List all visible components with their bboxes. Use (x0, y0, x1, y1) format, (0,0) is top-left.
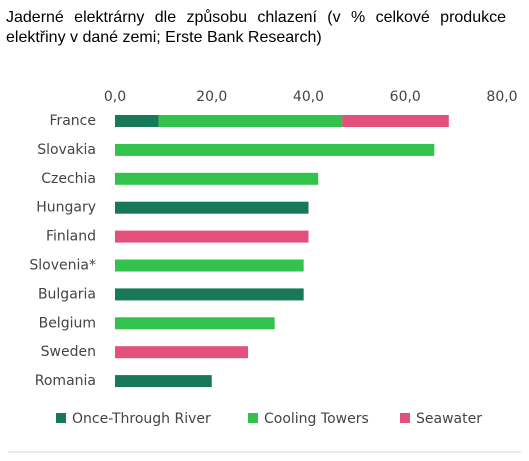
legend-label: Cooling Towers (264, 411, 369, 427)
bar (115, 375, 212, 388)
x-tick-label: 60,0 (390, 89, 421, 105)
x-tick-label: 20,0 (196, 89, 227, 105)
y-tick-label: Bulgaria (38, 286, 96, 302)
bar (115, 259, 304, 272)
chart-title: Jaderné elektrárny dle způsobu chlazení … (6, 9, 506, 46)
y-tick-label: France (49, 113, 96, 129)
bar (115, 288, 304, 301)
y-tick-label: Hungary (36, 200, 96, 216)
bar (115, 143, 435, 156)
bar (115, 230, 309, 243)
bar (115, 115, 159, 127)
bar (342, 115, 449, 127)
y-tick-label: Slovakia (37, 142, 96, 158)
x-tick-label: 0,0 (104, 89, 126, 105)
y-tick-label: Finland (46, 229, 96, 245)
bar (115, 201, 309, 214)
legend-label: Seawater (416, 411, 482, 427)
legend-swatch (248, 413, 258, 423)
bar (158, 115, 343, 127)
y-tick-label: Czechia (41, 171, 96, 187)
legend-swatch (400, 413, 410, 423)
y-tick-label: Slovenia* (29, 258, 96, 274)
bar (115, 346, 249, 359)
legend-swatch (56, 413, 66, 423)
y-tick-label: Belgium (39, 315, 96, 331)
y-tick-label: Sweden (41, 344, 96, 360)
x-tick-label: 80,0 (486, 89, 517, 105)
legend-label: Once-Through River (72, 411, 211, 427)
x-tick-label: 40,0 (293, 89, 324, 105)
bar (115, 172, 319, 185)
bar (115, 317, 275, 330)
y-tick-label: Romania (35, 373, 96, 389)
